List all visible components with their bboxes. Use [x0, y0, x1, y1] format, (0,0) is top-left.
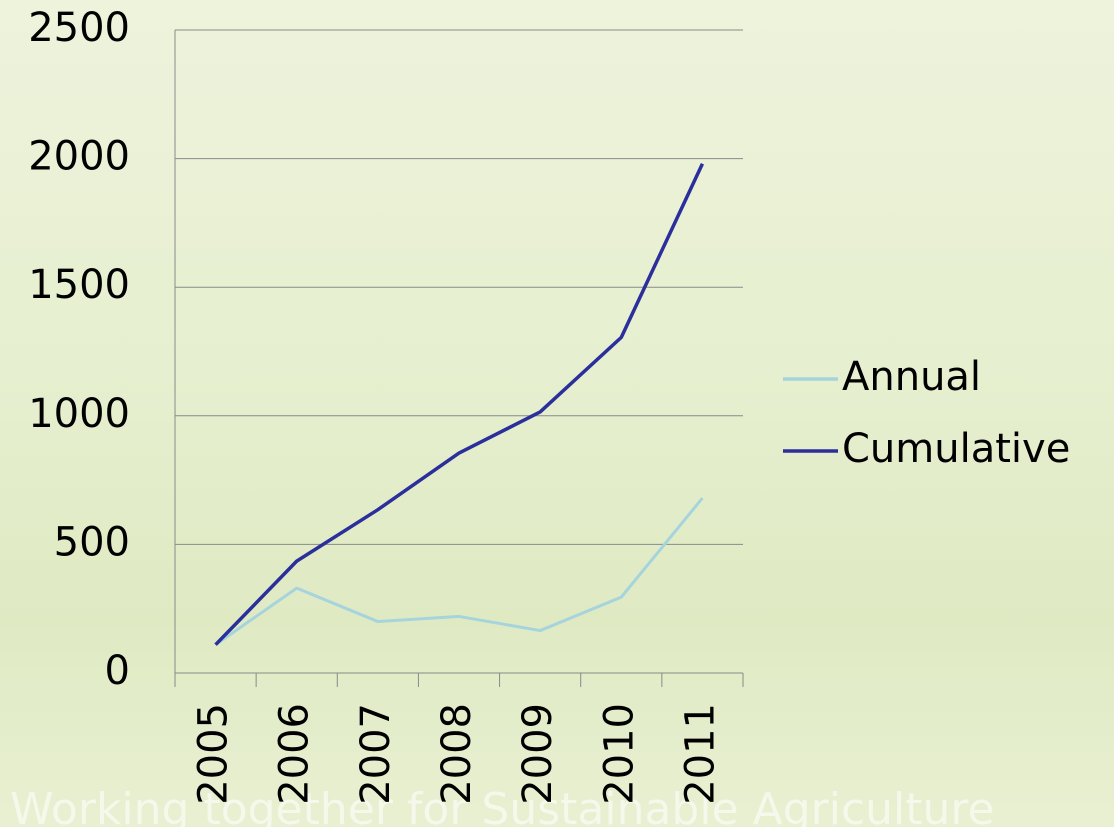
y-tick-label: 2000	[28, 134, 130, 180]
y-tick-label: 1000	[28, 391, 130, 437]
footer: Working together for Sustainable Agricul…	[10, 784, 995, 827]
x-tick-label: 2008	[434, 703, 480, 805]
y-tick-label: 500	[54, 519, 130, 565]
y-tick-label: 0	[105, 648, 130, 694]
y-tick-label: 2500	[28, 5, 130, 51]
x-tick-label: 2010	[596, 703, 642, 805]
legend-label: Annual	[842, 354, 981, 400]
x-tick-label: 2009	[515, 703, 561, 805]
x-tick-label: 2005	[191, 703, 237, 805]
line-series	[214, 163, 705, 646]
x-tick-label: 2011	[677, 703, 723, 805]
y-tick-label: 1500	[28, 262, 130, 308]
legend-label: Cumulative	[842, 426, 1070, 472]
line-series	[214, 497, 704, 646]
x-tick-label: 2007	[353, 703, 399, 805]
x-tick-label: 2006	[272, 703, 318, 805]
